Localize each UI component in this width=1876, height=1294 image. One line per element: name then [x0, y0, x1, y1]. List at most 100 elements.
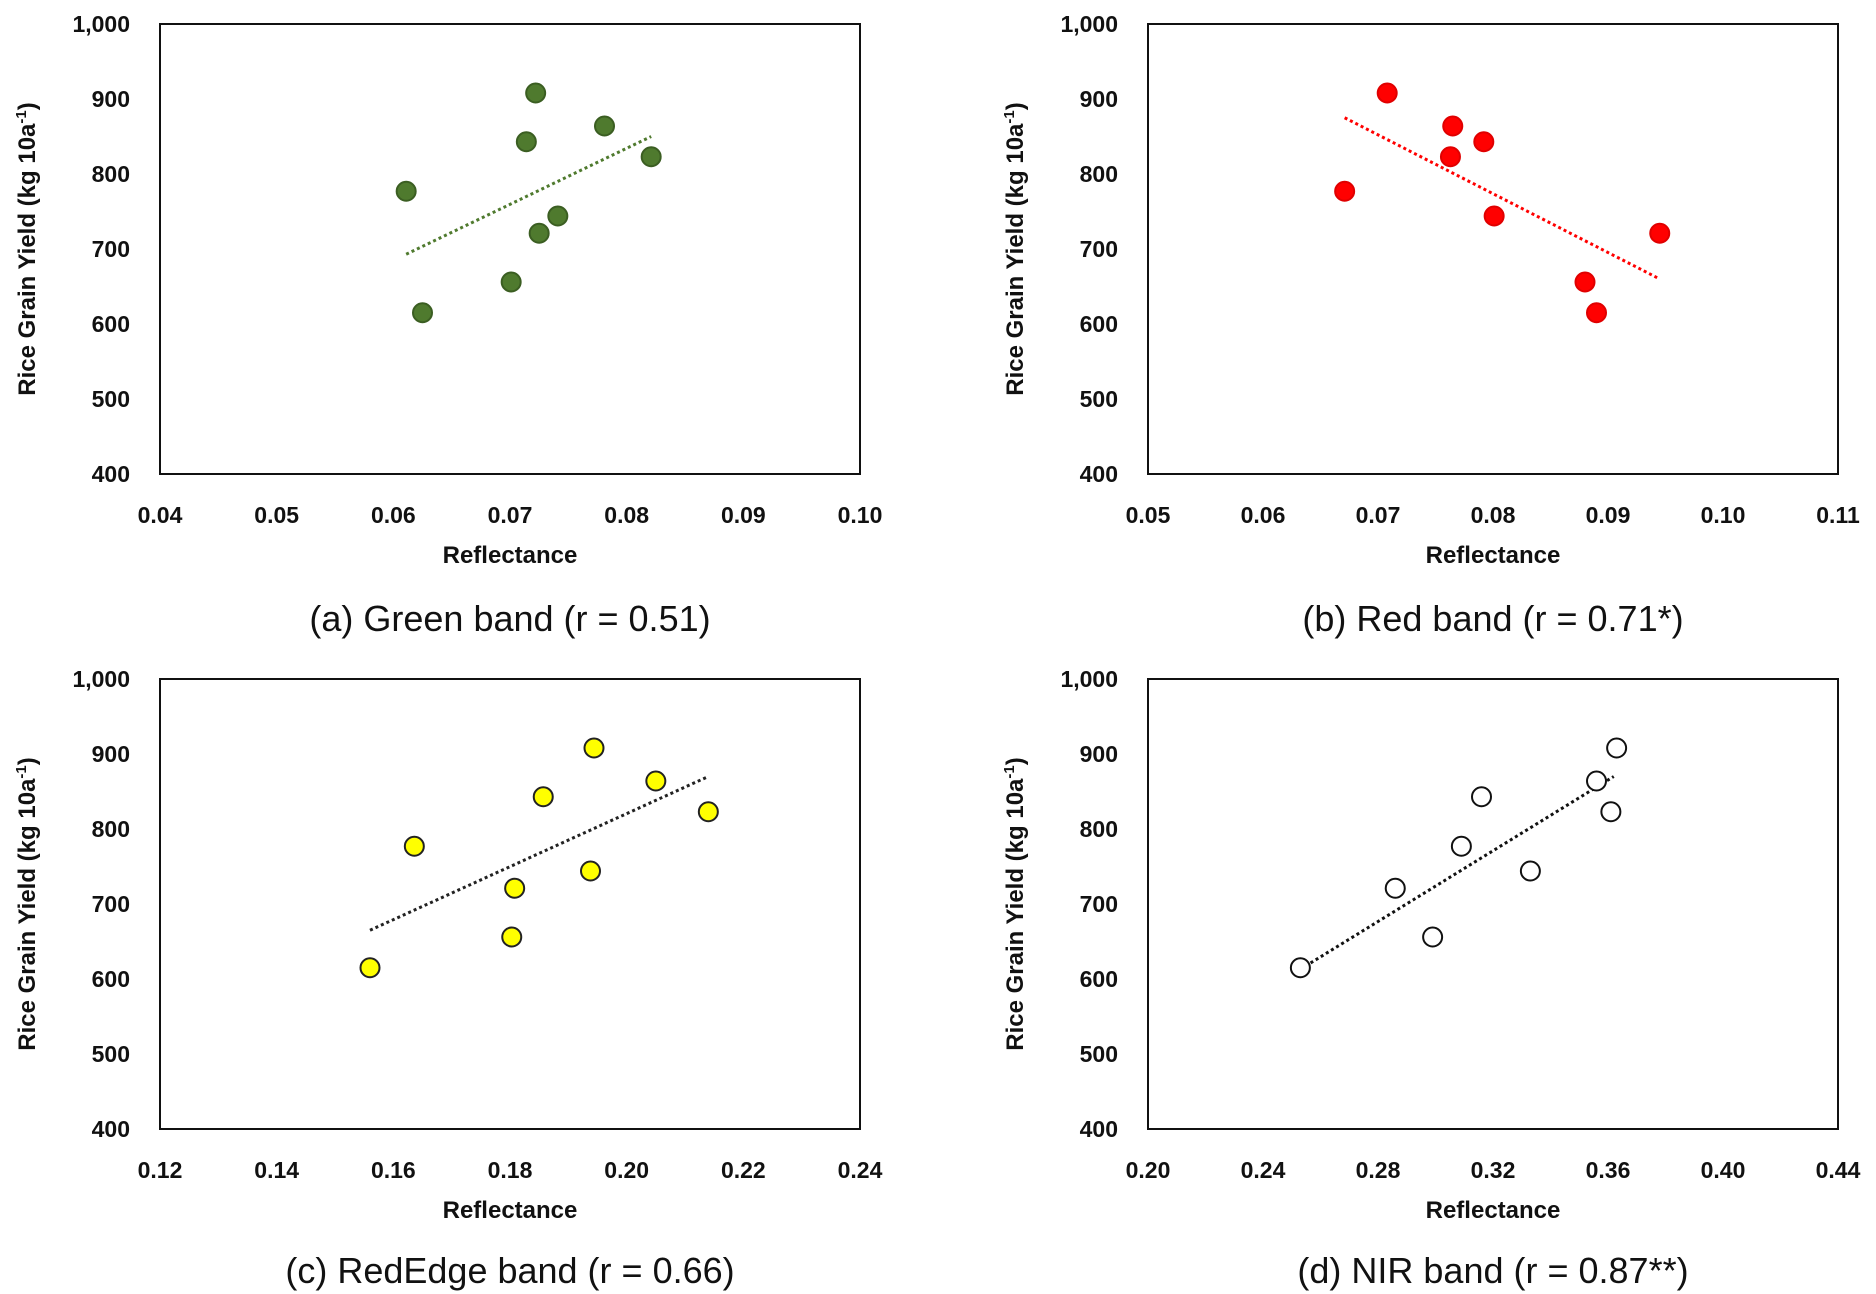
y-axis-title-text: Rice Grain Yield (kg 10a: [1002, 123, 1029, 396]
data-point: [1376, 82, 1398, 104]
y-axis-title-text: Rice Grain Yield (kg 10a: [1002, 778, 1029, 1051]
y-tick-label: 800: [1080, 161, 1118, 187]
data-point: [1586, 770, 1607, 792]
x-tick-label: 0.09: [721, 502, 766, 528]
y-axis-title-superscript: -1: [13, 765, 30, 778]
y-tick-label: 400: [1080, 1116, 1118, 1142]
y-tick-label: 700: [92, 236, 130, 262]
plot-area: [159, 23, 861, 475]
y-tick-label: 1,000: [1060, 11, 1118, 37]
y-axis-title-superscript: -1: [13, 110, 30, 123]
y-tick-label: 800: [1080, 816, 1118, 842]
y-axis-title-close: ): [14, 102, 41, 110]
y-tick-label: 1,000: [72, 11, 130, 37]
plot-area: [159, 678, 861, 1130]
data-point: [504, 877, 526, 899]
y-tick-label: 400: [92, 1116, 130, 1142]
y-tick-label: 700: [1080, 236, 1118, 262]
trendline: [369, 775, 709, 932]
data-point: [1422, 926, 1444, 948]
x-tick-label: 0.05: [254, 502, 299, 528]
y-tick-label: 800: [92, 816, 130, 842]
x-tick-label: 0.24: [838, 1157, 883, 1183]
x-tick-label: 0.11: [1816, 502, 1860, 528]
data-point: [1574, 271, 1596, 293]
x-tick-label: 0.10: [1701, 502, 1746, 528]
y-tick-label: 500: [1080, 386, 1118, 412]
panel-red-band: 400 500 600 700 800 900 1,000 0.05 0.06 0.07 0.08 0…: [1001, 11, 1860, 639]
panel-caption: (c) RedEdge band (r = 0.66): [285, 1250, 734, 1291]
y-axis-title: Rice Grain Yield (kg 10a-1): [1001, 102, 1029, 395]
x-tick-label: 0.07: [488, 502, 533, 528]
x-tick-label: 0.07: [1356, 502, 1401, 528]
y-tick-label: 700: [1080, 891, 1118, 917]
x-tick-label: 0.04: [138, 502, 183, 528]
data-point: [1334, 180, 1356, 202]
data-point: [1289, 957, 1311, 979]
data-point: [1439, 146, 1461, 168]
y-tick-label: 600: [1080, 311, 1118, 337]
y-tick-label: 400: [92, 461, 130, 487]
y-axis-title: Rice Grain Yield (kg 10a-1): [1001, 757, 1029, 1050]
x-tick-label: 0.09: [1586, 502, 1631, 528]
data-point: [395, 180, 417, 202]
panel-green-band: 400 500 600 700 800 900 1,000 0.04 0.05 0.06 0.07 0…: [13, 11, 882, 639]
y-tick-label: 800: [92, 161, 130, 187]
data-point: [500, 271, 522, 293]
data-point: [594, 115, 615, 137]
data-point: [580, 860, 601, 882]
data-point: [1483, 205, 1505, 227]
y-tick-label: 500: [92, 386, 130, 412]
data-point: [645, 770, 667, 792]
data-point: [359, 957, 381, 979]
x-tick-label: 0.18: [488, 1157, 533, 1183]
y-axis-title-text: Rice Grain Yield (kg 10a: [14, 778, 41, 1051]
data-point: [1600, 801, 1622, 823]
x-tick-label: 0.44: [1816, 1157, 1861, 1183]
data-point: [1442, 115, 1464, 137]
x-tick-label: 0.05: [1126, 502, 1171, 528]
data-point: [1471, 786, 1492, 808]
x-axis-title: Reflectance: [443, 542, 578, 569]
trendline: [1343, 116, 1661, 281]
y-axis-title: Rice Grain Yield (kg 10a-1): [13, 102, 41, 395]
x-axis-title: Reflectance: [1426, 1197, 1561, 1224]
y-tick-label: 700: [92, 891, 130, 917]
data-point: [501, 926, 523, 948]
y-tick-label: 900: [92, 86, 130, 112]
panel-rededge-band: 400 500 600 700 800 900 1,000 0.12 0.14 0.16 0.18 0…: [13, 666, 883, 1291]
y-axis-title-superscript: -1: [1001, 765, 1018, 778]
data-point: [525, 82, 547, 104]
plot-area: [1147, 23, 1839, 475]
data-point: [1649, 222, 1671, 244]
y-tick-label: 900: [1080, 741, 1118, 767]
x-tick-label: 0.28: [1356, 1157, 1401, 1183]
y-tick-label: 400: [1080, 461, 1118, 487]
data-point: [403, 835, 425, 857]
plot-area: [1147, 678, 1839, 1130]
panel-caption: (b) Red band (r = 0.71*): [1302, 598, 1683, 639]
y-axis-title-text: Rice Grain Yield (kg 10a: [14, 123, 41, 396]
x-tick-label: 0.32: [1471, 1157, 1516, 1183]
y-axis-title: Rice Grain Yield (kg 10a-1): [13, 757, 41, 1050]
data-point: [1606, 737, 1628, 759]
y-tick-label: 900: [92, 741, 130, 767]
y-tick-label: 600: [92, 311, 130, 337]
x-tick-label: 0.40: [1701, 1157, 1746, 1183]
panel-caption: (d) NIR band (r = 0.87**): [1297, 1250, 1688, 1291]
x-tick-label: 0.16: [371, 1157, 416, 1183]
data-point: [1519, 860, 1541, 882]
x-tick-label: 0.20: [604, 1157, 649, 1183]
data-point: [532, 786, 554, 808]
data-point: [640, 146, 662, 168]
x-tick-label: 0.10: [838, 502, 883, 528]
y-tick-label: 1,000: [1060, 666, 1118, 692]
data-point: [697, 801, 719, 823]
data-point: [1384, 877, 1406, 899]
y-tick-label: 500: [92, 1041, 130, 1067]
x-tick-label: 0.06: [1241, 502, 1286, 528]
panel-caption: (a) Green band (r = 0.51): [309, 598, 710, 639]
y-tick-label: 500: [1080, 1041, 1118, 1067]
data-point: [583, 737, 605, 759]
